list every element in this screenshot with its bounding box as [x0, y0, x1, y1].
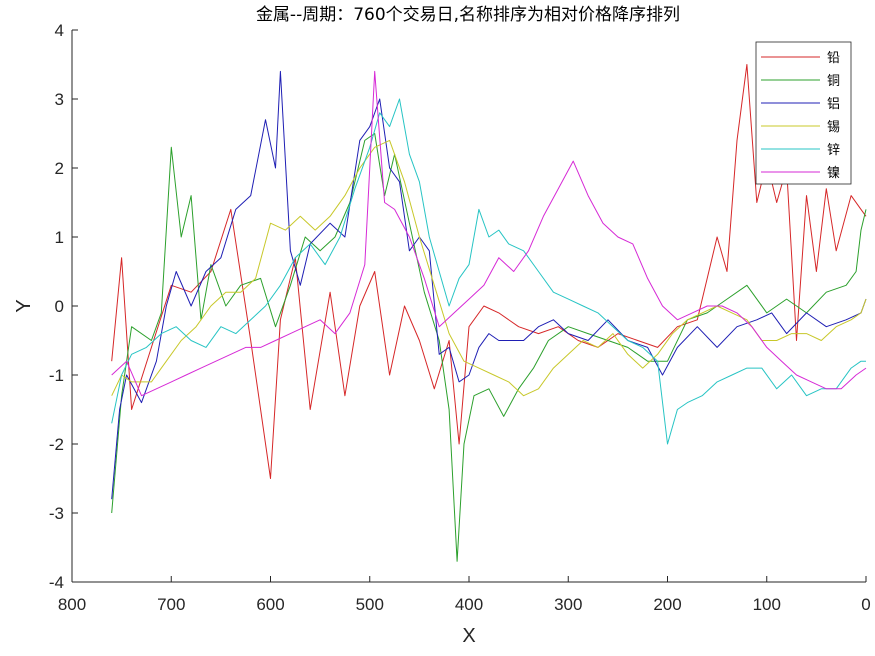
y-tick-label: -4: [49, 573, 64, 592]
y-tick-label: -3: [49, 504, 64, 523]
y-ticks: 4 3 2 1 0 -1 -2 -3 -4: [49, 21, 78, 592]
legend-box: [755, 41, 852, 185]
series-line-1: [111, 133, 867, 562]
chart-title: 金属--周期：760个交易日,名称排序为相对价格降序排列: [256, 5, 680, 25]
legend-label-5: 镍: [827, 166, 840, 181]
x-tick-label: 400: [455, 595, 483, 614]
legend-label-3: 锡: [827, 120, 840, 135]
series-line-2: [111, 70, 867, 500]
x-tick-label: 300: [554, 595, 582, 614]
plot-area: [72, 30, 866, 582]
x-axis-label: X: [462, 625, 475, 647]
y-tick-label: -1: [49, 366, 64, 385]
y-tick-label: 3: [55, 90, 64, 109]
x-tick-label: 200: [653, 595, 681, 614]
y-tick-label: 0: [55, 297, 64, 316]
x-tick-label: 700: [157, 595, 185, 614]
y-axis-label: Y: [13, 299, 35, 312]
series-line-4: [111, 98, 866, 445]
y-tick-label: 4: [55, 21, 64, 40]
y-tick-label: 1: [55, 228, 64, 247]
x-tick-label: 600: [256, 595, 284, 614]
legend-label-2: 铝: [827, 97, 840, 112]
y-tick-label: -2: [49, 435, 64, 454]
y-tick-label: 2: [55, 159, 64, 178]
legend-label-0: 铅: [827, 51, 840, 66]
series-layer: [111, 64, 867, 562]
x-tick-label: 100: [753, 595, 781, 614]
series-line-0: [111, 64, 867, 479]
x-tick-label: 800: [58, 595, 86, 614]
legend-label-4: 锌: [827, 143, 840, 158]
x-tick-label: 0: [861, 595, 870, 614]
x-tick-label: 500: [356, 595, 384, 614]
x-ticks: 800 700 600 500 400 300 200 100 0: [58, 576, 871, 614]
series-line-5: [111, 70, 867, 397]
legend-label-1: 铜: [827, 74, 840, 89]
